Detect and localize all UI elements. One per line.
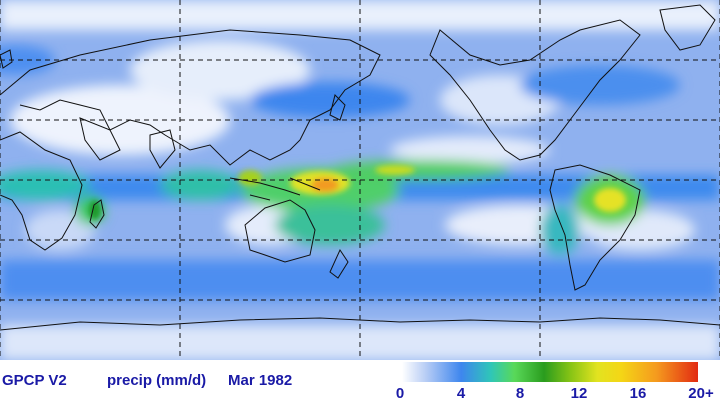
- arabia-outline: [79, 117, 121, 161]
- precipitation-map: [0, 0, 720, 360]
- japan-outline: [329, 94, 346, 121]
- graticule: [0, 0, 720, 360]
- colorbar-tick: 20+: [688, 385, 714, 402]
- british-isles-outline: [0, 49, 13, 69]
- dataset-label: GPCP V2: [2, 372, 67, 389]
- precip-field: [0, 0, 720, 360]
- north-america-outline: [429, 19, 641, 161]
- south-america-outline: [549, 164, 641, 291]
- colorbar-tick: 4: [456, 385, 466, 402]
- australia-outline: [244, 199, 316, 263]
- eurasia-outline: [0, 29, 381, 166]
- africa-outline: [0, 131, 83, 251]
- colorbar-tick: 0: [395, 385, 405, 402]
- date-label: Mar 1982: [228, 372, 293, 389]
- greenland-outline: [659, 4, 716, 51]
- variable-label: precip (mm/d): [107, 372, 207, 389]
- madagascar-outline: [89, 199, 105, 229]
- antarctica-outline: [0, 317, 720, 331]
- india-outline: [149, 129, 176, 169]
- newzealand-outline: [329, 248, 349, 279]
- colorbar-tick: 8: [515, 385, 525, 402]
- colorbar-tick: 12: [570, 385, 588, 402]
- coastlines: [0, 4, 720, 331]
- colorbar-tick: 16: [629, 385, 647, 402]
- colorbar: [402, 362, 698, 382]
